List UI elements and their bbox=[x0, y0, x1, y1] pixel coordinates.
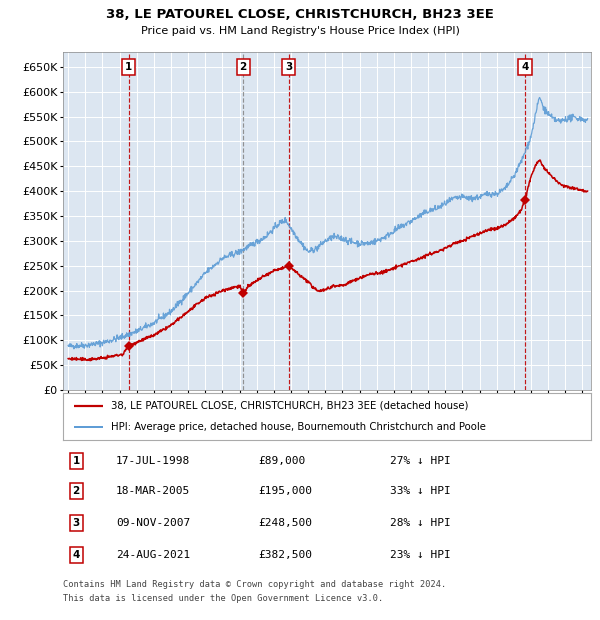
Text: 2: 2 bbox=[73, 486, 80, 497]
Text: 38, LE PATOUREL CLOSE, CHRISTCHURCH, BH23 3EE: 38, LE PATOUREL CLOSE, CHRISTCHURCH, BH2… bbox=[106, 8, 494, 21]
Text: 17-JUL-1998: 17-JUL-1998 bbox=[116, 456, 190, 466]
Text: 18-MAR-2005: 18-MAR-2005 bbox=[116, 486, 190, 497]
Text: Contains HM Land Registry data © Crown copyright and database right 2024.: Contains HM Land Registry data © Crown c… bbox=[63, 580, 446, 589]
Text: HPI: Average price, detached house, Bournemouth Christchurch and Poole: HPI: Average price, detached house, Bour… bbox=[110, 422, 485, 432]
Text: 4: 4 bbox=[521, 62, 529, 72]
Text: Price paid vs. HM Land Registry's House Price Index (HPI): Price paid vs. HM Land Registry's House … bbox=[140, 26, 460, 36]
Text: 3: 3 bbox=[73, 518, 80, 528]
Text: £382,500: £382,500 bbox=[259, 551, 313, 560]
Text: 1: 1 bbox=[73, 456, 80, 466]
Text: 28% ↓ HPI: 28% ↓ HPI bbox=[391, 518, 451, 528]
Text: 3: 3 bbox=[285, 62, 292, 72]
Text: This data is licensed under the Open Government Licence v3.0.: This data is licensed under the Open Gov… bbox=[63, 594, 383, 603]
Text: £248,500: £248,500 bbox=[259, 518, 313, 528]
Text: 1: 1 bbox=[125, 62, 133, 72]
Text: 33% ↓ HPI: 33% ↓ HPI bbox=[391, 486, 451, 497]
Text: 38, LE PATOUREL CLOSE, CHRISTCHURCH, BH23 3EE (detached house): 38, LE PATOUREL CLOSE, CHRISTCHURCH, BH2… bbox=[110, 401, 468, 410]
Text: 23% ↓ HPI: 23% ↓ HPI bbox=[391, 551, 451, 560]
Text: 24-AUG-2021: 24-AUG-2021 bbox=[116, 551, 190, 560]
Text: 09-NOV-2007: 09-NOV-2007 bbox=[116, 518, 190, 528]
Text: 2: 2 bbox=[239, 62, 247, 72]
Text: £195,000: £195,000 bbox=[259, 486, 313, 497]
Text: 4: 4 bbox=[73, 551, 80, 560]
Text: 27% ↓ HPI: 27% ↓ HPI bbox=[391, 456, 451, 466]
Text: £89,000: £89,000 bbox=[259, 456, 305, 466]
